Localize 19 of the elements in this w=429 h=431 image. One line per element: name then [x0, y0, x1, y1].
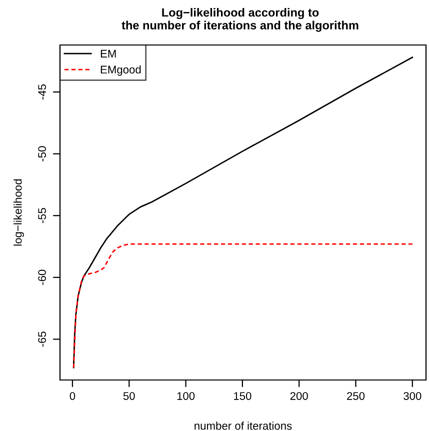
- y-tick-label: -55: [38, 208, 46, 224]
- x-tick-label: 50: [123, 392, 135, 400]
- chart-title: Log−likelihood according to the number of iterations and the algorithm: [122, 8, 358, 32]
- x-tick-label: 300: [404, 392, 422, 400]
- x-tick-label: 250: [347, 392, 365, 400]
- y-axis-title: log−likelihood: [14, 179, 24, 246]
- x-axis-title: number of iterations: [194, 422, 292, 430]
- line-series: [72, 56, 414, 368]
- line-series: [72, 243, 414, 368]
- x-tick-label: 100: [177, 392, 195, 400]
- y-tick-label: -45: [38, 84, 46, 100]
- x-tick-label: 0: [70, 392, 76, 400]
- x-tick-label: 200: [290, 392, 308, 400]
- x-tick-label: 150: [234, 392, 252, 400]
- legend-label: EM: [100, 50, 116, 58]
- y-tick-label: -65: [38, 332, 46, 347]
- y-tick-label: -50: [38, 146, 46, 162]
- y-tick-label: -60: [38, 270, 46, 285]
- legend-label: EMgood: [100, 65, 141, 76]
